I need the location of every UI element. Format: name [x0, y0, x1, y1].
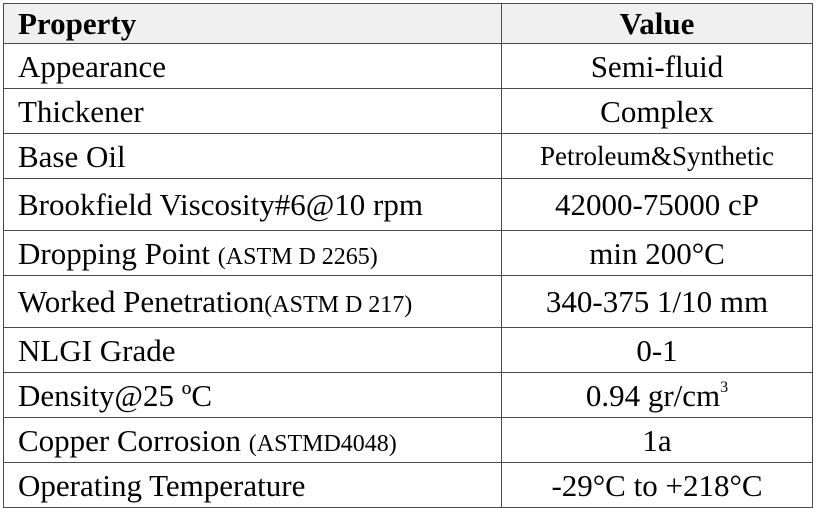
property-cell: Operating Temperature — [3, 462, 502, 508]
value-column-header: Value — [501, 3, 813, 44]
table-row: Copper Corrosion (ASTMD4048) 1a — [3, 417, 813, 463]
value-cell: 340-375 1/10 mm — [501, 275, 813, 328]
property-cell: Worked Penetration(ASTM D 217) — [3, 275, 502, 328]
property-cell: NLGI Grade — [3, 327, 502, 373]
table-row: Base Oil Petroleum&Synthetic — [3, 133, 813, 179]
value-text: 0.94 gr/cm — [585, 377, 721, 413]
property-standard-note: (ASTM D 2265) — [217, 243, 378, 270]
property-label: Copper Corrosion — [18, 422, 249, 458]
property-cell: Brookfield Viscosity#6@10 rpm — [3, 178, 502, 231]
property-label: Appearance — [18, 48, 167, 84]
property-cell: Thickener — [3, 88, 502, 134]
property-standard-note: (ASTM D 217) — [264, 292, 413, 318]
table-row: Dropping Point (ASTM D 2265) min 200°C — [3, 230, 813, 276]
property-label: Density@25 ºC — [18, 377, 213, 413]
property-cell: Dropping Point (ASTM D 2265) — [3, 230, 502, 276]
properties-table: Property Value Appearance Semi-fluid Thi… — [3, 3, 813, 508]
table-row: NLGI Grade 0-1 — [3, 327, 813, 373]
value-cell: 42000-75000 cP — [501, 178, 813, 231]
value-cell: 0-1 — [501, 327, 813, 373]
value-cell: Petroleum&Synthetic — [501, 133, 813, 179]
property-column-header: Property — [3, 3, 502, 44]
header-row: Property Value — [3, 3, 813, 44]
property-cell: Copper Corrosion (ASTMD4048) — [3, 417, 502, 463]
value-cell: 0.94 gr/cm3 — [501, 372, 813, 418]
property-label: Worked Penetration — [18, 284, 265, 319]
property-label: Thickener — [18, 93, 144, 129]
property-label: Dropping Point — [18, 235, 218, 271]
property-label: Base Oil — [18, 138, 126, 174]
table-row: Appearance Semi-fluid — [3, 43, 813, 89]
table-row: Worked Penetration(ASTM D 217) 340-375 1… — [3, 275, 813, 328]
value-cell: -29°C to +218°C — [501, 462, 813, 508]
value-cell: Complex — [501, 88, 813, 134]
property-cell: Appearance — [3, 43, 502, 89]
property-label: Brookfield Viscosity#6@10 rpm — [18, 187, 423, 222]
table-row: Thickener Complex — [3, 88, 813, 134]
table-row: Brookfield Viscosity#6@10 rpm 42000-7500… — [3, 178, 813, 231]
property-cell: Density@25 ºC — [3, 372, 502, 418]
value-cell: Semi-fluid — [501, 43, 813, 89]
property-label: NLGI Grade — [18, 332, 176, 368]
table-row: Operating Temperature -29°C to +218°C — [3, 462, 813, 508]
value-superscript: 3 — [720, 378, 729, 396]
table-row: Density@25 ºC 0.94 gr/cm3 — [3, 372, 813, 418]
property-standard-note: (ASTMD4048) — [248, 430, 397, 457]
property-label: Operating Temperature — [18, 467, 306, 503]
property-cell: Base Oil — [3, 133, 502, 179]
value-cell: min 200°C — [501, 230, 813, 276]
value-cell: 1a — [501, 417, 813, 463]
